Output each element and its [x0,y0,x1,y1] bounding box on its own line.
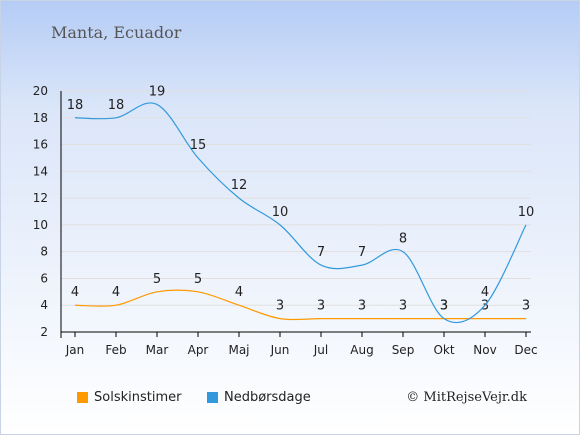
x-tick-label: Mar [146,343,169,357]
sun-hours-data-label: 3 [440,299,448,314]
sun-hours-data-label: 3 [276,299,284,314]
y-tick-label: 2 [40,325,48,339]
x-tick-label: Maj [228,343,249,357]
rain-days-data-label: 19 [149,84,166,99]
rain-days-data-label: 12 [231,178,248,193]
x-tick-label: Dec [514,343,537,357]
x-tick-label: Okt [433,343,454,357]
sun-hours-data-label: 3 [358,299,366,314]
sun-hours-data-label: 5 [153,272,161,287]
y-tick-label: 18 [33,111,48,125]
y-tick-label: 16 [33,138,48,152]
x-tick-label: Jan [65,343,85,357]
rain-days-data-label: 18 [108,98,125,113]
legend-rain-label: Nedbørsdage [224,390,311,405]
legend-rain-swatch [207,392,218,403]
sun-hours-data-label: 4 [235,285,243,300]
x-tick-label: Jul [313,343,328,357]
y-tick-label: 12 [33,191,48,205]
rain-days-data-label: 10 [272,205,289,220]
y-tick-label: 4 [40,298,48,312]
y-tick-label: 10 [33,218,48,232]
x-tick-label: Jun [270,343,290,357]
legend-sun-swatch [77,392,88,403]
y-tick-label: 14 [33,164,48,178]
sun-hours-data-label: 4 [112,285,120,300]
legend-sun: Solskinstimer [77,390,181,405]
sun-hours-data-label: 3 [399,299,407,314]
rain-days-data-label: 7 [358,245,366,260]
sun-hours-data-label: 3 [522,299,530,314]
sun-hours-data-label: 3 [317,299,325,314]
x-tick-label: Sep [392,343,415,357]
y-tick-label: 6 [40,271,48,285]
sun-hours-data-label: 5 [194,272,202,287]
rain-days-data-label: 3 [440,299,448,314]
rain-days-data-label: 8 [399,232,407,247]
rain-days-line [74,102,527,324]
x-tick-label: Aug [350,343,373,357]
location-title: Manta, Ecuador [51,23,182,42]
sun-hours-data-label: 3 [481,299,489,314]
legend-rain: Nedbørsdage [207,390,311,405]
copyright: © MitRejseVejr.dk [406,390,527,405]
x-tick-label: Nov [473,343,496,357]
sun-hours-data-label: 4 [71,285,79,300]
rain-days-data-label: 15 [190,138,207,153]
x-tick-label: Feb [105,343,126,357]
rain-days-data-label: 18 [67,98,84,113]
rain-days-data-label: 10 [518,205,535,220]
rain-days-data-label: 7 [317,245,325,260]
x-tick-label: Apr [188,343,209,357]
sun-hours-line [74,289,526,321]
y-tick-label: 20 [33,84,48,98]
rain-days-data-label: 4 [481,285,489,300]
y-tick-label: 8 [40,245,48,259]
legend-sun-label: Solskinstimer [94,390,182,405]
